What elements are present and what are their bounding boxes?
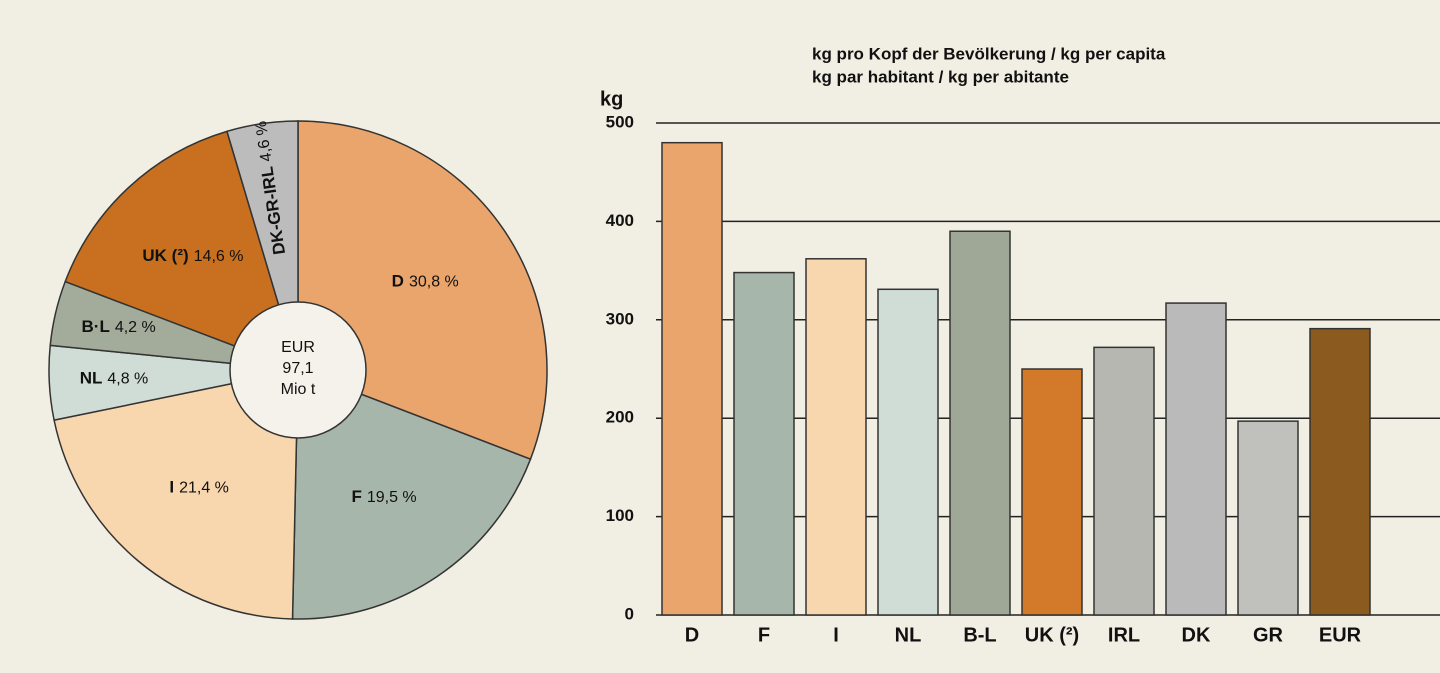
x-tick-label: GR	[1253, 624, 1284, 646]
slice-category: D	[392, 272, 404, 291]
slice-label: B·L 4,2 %	[82, 317, 156, 336]
x-tick-label: EUR	[1319, 624, 1362, 646]
x-tick-label: I	[833, 624, 839, 646]
slice-label: D 30,8 %	[392, 272, 459, 291]
chart-title: kg pro Kopf der Bevölkerung / kg per cap…	[812, 44, 1166, 63]
pie-slice	[53, 369, 299, 620]
y-tick-label: 400	[606, 211, 634, 230]
bar	[733, 271, 795, 616]
pie-slice	[291, 368, 532, 620]
bar	[877, 288, 939, 616]
center-label: Mio t	[281, 381, 316, 398]
pie-slice	[64, 130, 300, 372]
y-tick-label: 100	[606, 506, 634, 525]
bar	[1093, 346, 1155, 616]
slice-category: UK (²)	[142, 246, 188, 265]
y-tick-label: 500	[606, 112, 634, 131]
slice-value: 14,6 %	[194, 248, 244, 265]
y-axis-label: kg	[600, 88, 623, 110]
y-tick-label: 300	[606, 309, 634, 328]
slice-label: F 19,5 %	[351, 488, 416, 507]
bar	[805, 258, 867, 616]
chart-title: kg par habitant / kg per abitante	[812, 67, 1069, 86]
slice-value: 4,8 %	[107, 371, 148, 388]
center-label: 97,1	[282, 360, 313, 377]
bar	[661, 141, 723, 616]
x-tick-label: F	[758, 624, 770, 646]
slice-label: NL 4,8 %	[80, 369, 149, 388]
slice-label: I 21,4 %	[169, 478, 229, 497]
x-tick-label: B-L	[963, 624, 996, 646]
slice-label: UK (²) 14,6 %	[142, 246, 243, 265]
x-tick-label: IRL	[1108, 624, 1140, 646]
bar	[1309, 327, 1371, 616]
slice-value: 4,6 %	[253, 120, 276, 163]
slice-value: 19,5 %	[367, 489, 417, 506]
bar	[1165, 302, 1227, 616]
slice-category: NL	[80, 369, 103, 388]
slice-value: 21,4 %	[179, 480, 229, 497]
center-hole	[229, 301, 367, 439]
bar	[1237, 420, 1299, 616]
slice-category: B·L	[82, 317, 110, 336]
x-tick-label: D	[685, 624, 699, 646]
bar	[949, 230, 1011, 616]
y-tick-label: 200	[606, 408, 634, 427]
x-tick-label: NL	[895, 624, 922, 646]
x-tick-label: DK	[1182, 624, 1211, 646]
slice-category: I	[169, 478, 174, 497]
y-tick-label: 0	[625, 604, 634, 623]
slice-value: 4,2 %	[115, 319, 156, 336]
x-tick-label: UK (²)	[1025, 624, 1079, 646]
bar	[1021, 368, 1083, 616]
slice-value: 30,8 %	[409, 274, 459, 291]
center-label: EUR	[281, 339, 315, 356]
slice-category: F	[351, 488, 361, 507]
